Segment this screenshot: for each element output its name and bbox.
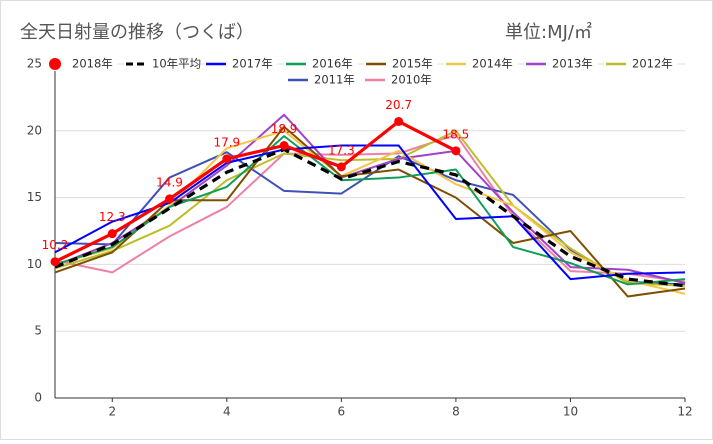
- legend-bg: [286, 73, 360, 87]
- data-point: [165, 194, 175, 204]
- legend-label: 2018年: [72, 57, 113, 71]
- legend-bg: [364, 57, 438, 71]
- series-line: [54, 125, 686, 298]
- chart-title: 全天日射量の推移（つくば）: [20, 22, 254, 43]
- data-label: 18.5: [443, 127, 470, 141]
- legend-label: 2013年: [552, 57, 593, 71]
- x-tick-label: 4: [223, 405, 231, 419]
- data-point: [107, 229, 117, 239]
- legend-label: 2014年: [472, 57, 513, 71]
- data-label: 17.3: [328, 143, 355, 157]
- y-tick-label: 25: [27, 57, 42, 71]
- legend-bg: [604, 57, 678, 71]
- y-tick-label: 0: [34, 391, 42, 405]
- data-point: [279, 140, 289, 150]
- legend-bg: [284, 57, 358, 71]
- legend-label: 2015年: [392, 57, 433, 71]
- data-point: [336, 162, 346, 172]
- series-line: [54, 147, 686, 288]
- x-tick-label: 6: [338, 405, 346, 419]
- legend-bg: [124, 57, 198, 71]
- data-label: 12.3: [99, 210, 126, 224]
- legend-label: 2010年: [391, 73, 432, 87]
- y-tick-label: 10: [27, 257, 42, 271]
- legend-label: 10年平均: [152, 57, 201, 71]
- series-line: [54, 135, 686, 286]
- series-line: [54, 129, 686, 287]
- data-point: [451, 146, 461, 156]
- legend-bg: [44, 57, 118, 71]
- unit-label: 単位:MJ/㎡: [505, 21, 592, 43]
- data-label: 18.9: [271, 122, 298, 136]
- series-line: [54, 133, 686, 283]
- y-tick-label: 15: [27, 190, 42, 204]
- legend-bg: [363, 73, 437, 87]
- data-label: 10.2: [42, 238, 69, 252]
- data-label: 17.9: [213, 135, 240, 149]
- y-tick-label: 20: [27, 123, 42, 137]
- series-line: [54, 119, 457, 264]
- legend-marker: [49, 58, 61, 70]
- x-tick-label: 2: [108, 405, 116, 419]
- data-label: 14.9: [156, 175, 183, 189]
- x-tick-label: 10: [563, 405, 578, 419]
- x-tick-label: 12: [677, 405, 692, 419]
- y-tick-label: 5: [34, 324, 42, 338]
- x-tick-label: 8: [452, 405, 460, 419]
- legend-bg: [444, 57, 518, 71]
- legend-label: 2017年: [232, 57, 273, 71]
- legend-bg: [204, 57, 278, 71]
- legend-label: 2011年: [314, 73, 355, 87]
- data-point: [50, 257, 60, 267]
- data-point: [394, 116, 404, 126]
- legend-label: 2016年: [312, 57, 353, 71]
- data-label: 20.7: [385, 98, 412, 112]
- legend-label: 2012年: [632, 57, 673, 71]
- data-point: [222, 154, 232, 164]
- legend-bg: [524, 57, 598, 71]
